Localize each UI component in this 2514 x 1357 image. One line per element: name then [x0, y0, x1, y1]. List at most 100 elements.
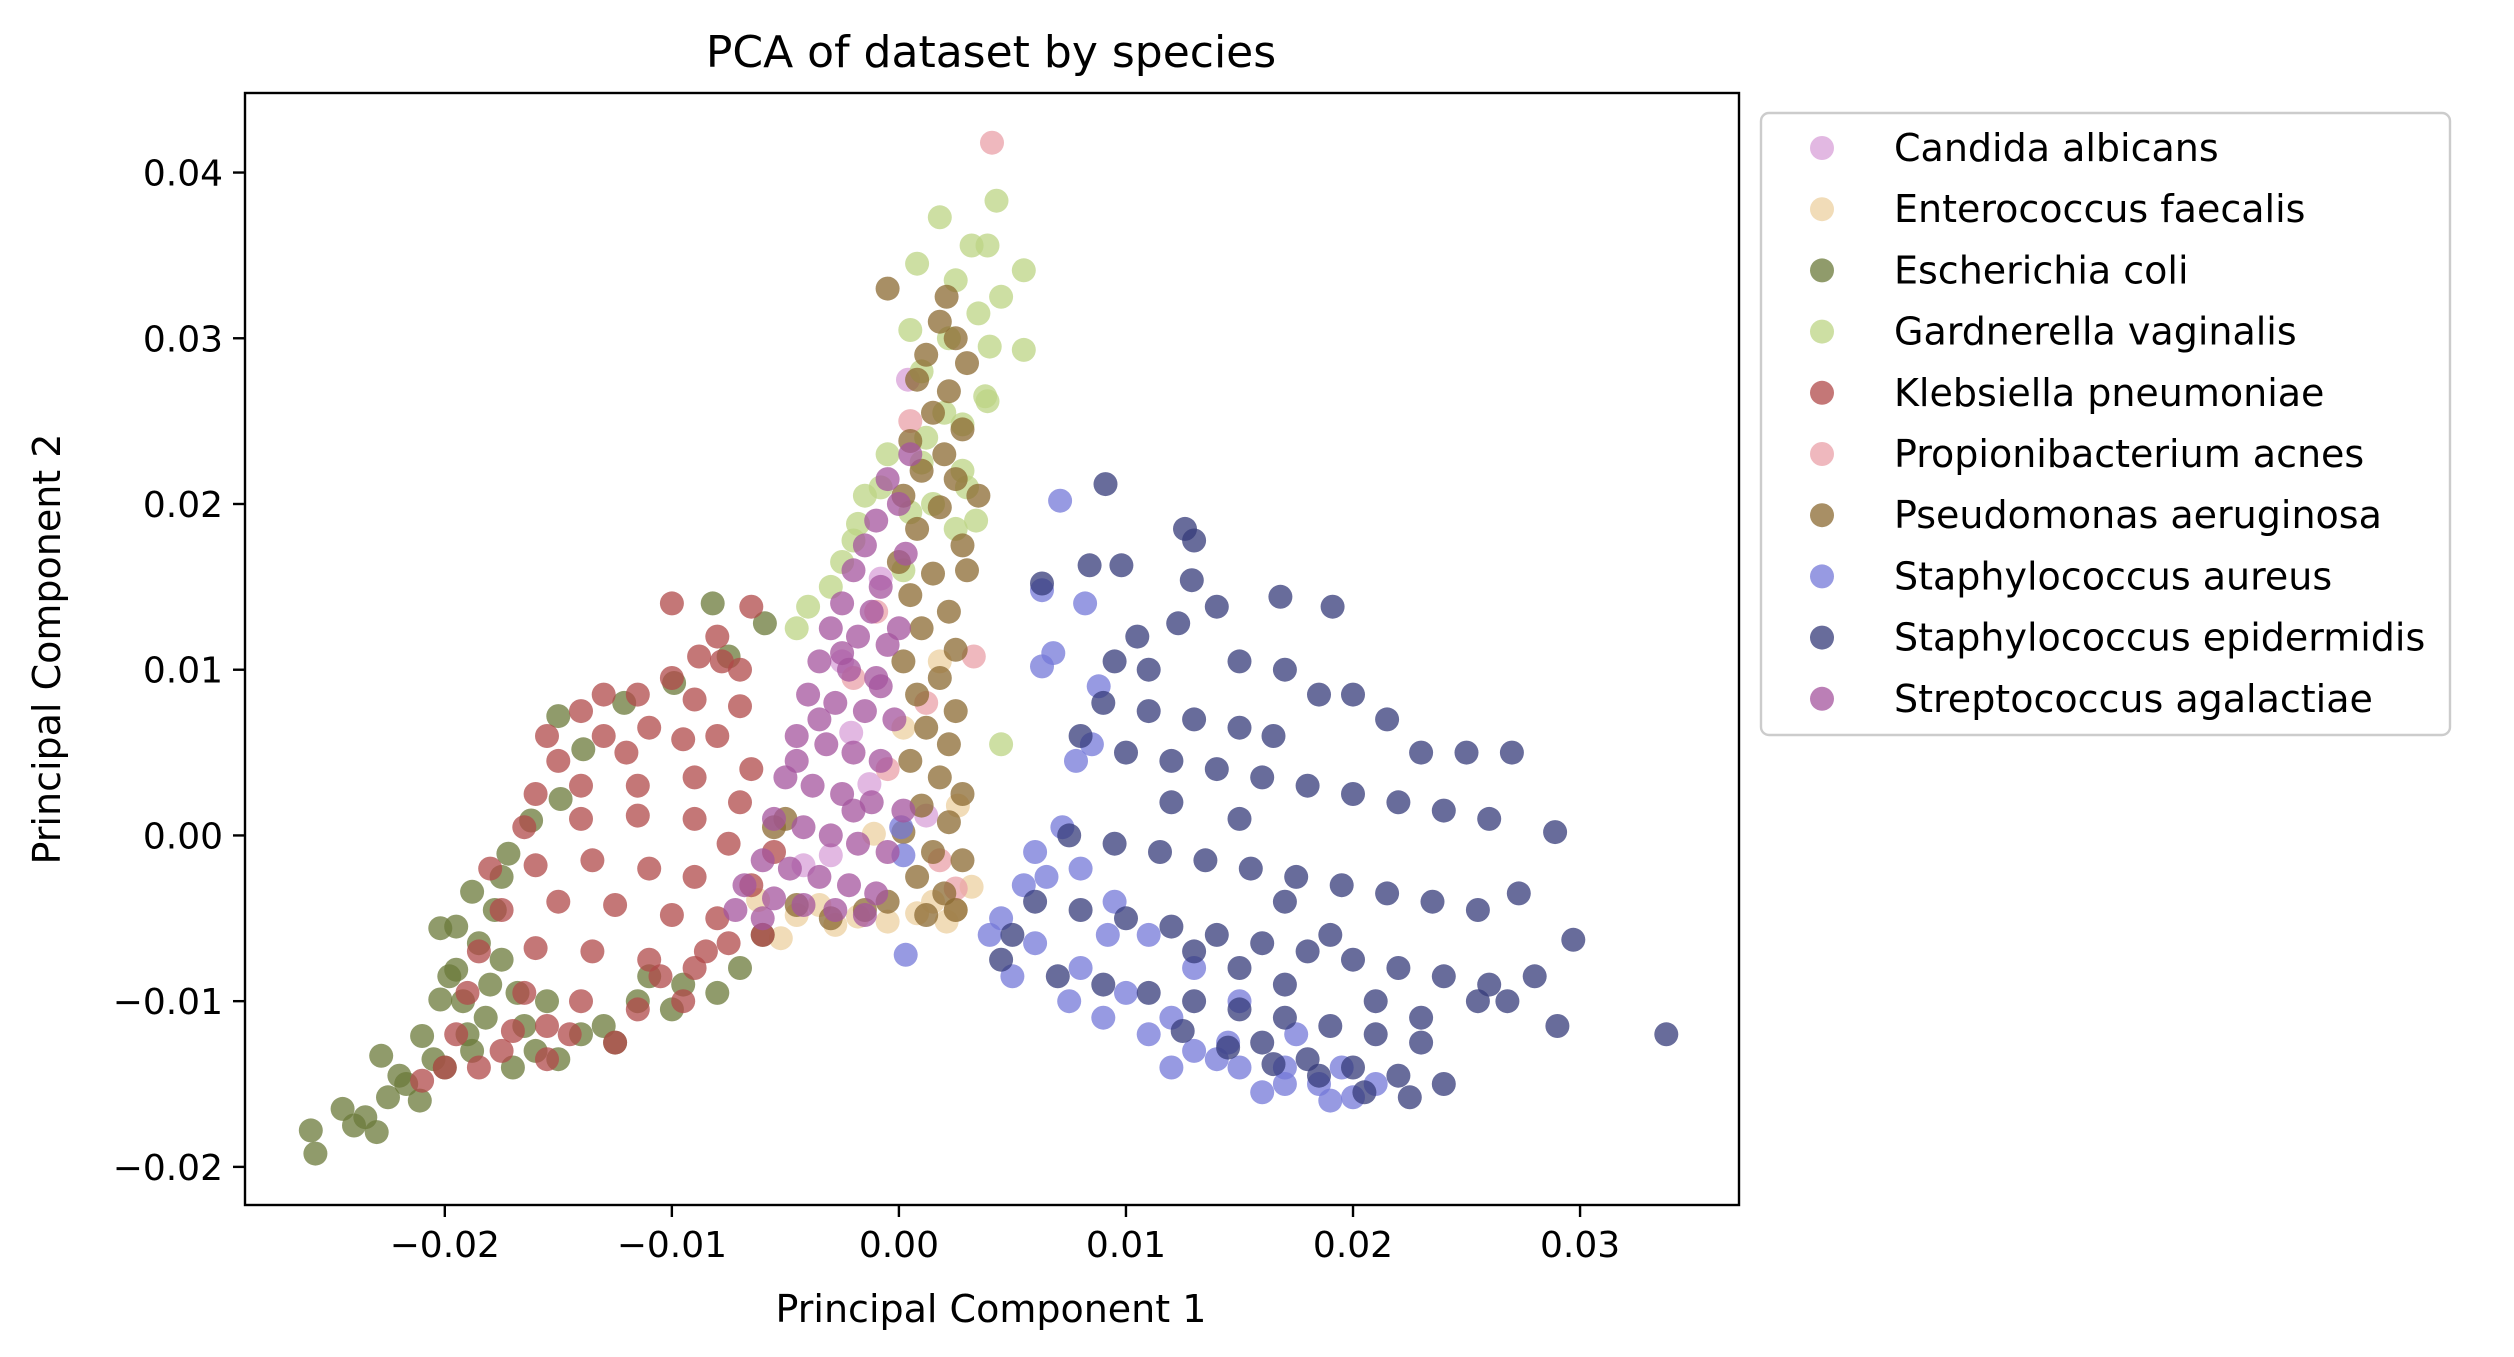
data-point [955, 558, 979, 583]
data-point [1057, 823, 1082, 848]
legend-label: Klebsiella pneumoniae [1894, 371, 2324, 415]
data-point [927, 309, 952, 334]
data-point [796, 594, 821, 619]
data-point [868, 748, 893, 773]
data-point [807, 649, 832, 674]
data-point [857, 772, 882, 797]
data-point [1431, 964, 1456, 989]
data-point [975, 233, 1000, 258]
data-point [478, 856, 503, 881]
data-point [934, 284, 959, 309]
y-tick-label: 0.01 [143, 651, 223, 692]
data-point [739, 594, 764, 619]
data-point [955, 351, 979, 376]
data-point [1159, 914, 1184, 939]
data-point [444, 914, 469, 939]
data-point [936, 810, 961, 835]
data-point [943, 699, 968, 724]
data-point [977, 334, 1002, 359]
data-point [432, 1055, 457, 1080]
data-point [1068, 724, 1093, 748]
data-point [830, 591, 855, 616]
data-point [905, 516, 930, 541]
data-point [569, 773, 593, 798]
data-point [1064, 748, 1088, 773]
data-point [1030, 654, 1054, 679]
data-point [989, 732, 1014, 757]
data-point [614, 740, 639, 765]
y-axis-label: Principal Component 2 [25, 434, 69, 865]
data-point [980, 130, 1004, 155]
data-point [868, 674, 893, 699]
data-point [852, 699, 877, 724]
data-point [784, 748, 809, 773]
data-point [1261, 724, 1286, 748]
data-point [496, 841, 521, 866]
data-point [1077, 553, 1102, 578]
series-7 [889, 488, 1388, 1113]
data-point [893, 541, 918, 566]
data-point [909, 616, 934, 641]
data-point [1363, 989, 1388, 1014]
data-point [1477, 806, 1502, 831]
data-point [1375, 881, 1400, 906]
data-point [852, 533, 877, 558]
data-point [1261, 1052, 1286, 1077]
data-point [580, 939, 605, 964]
data-point [1272, 889, 1297, 914]
legend-label: Gardnerella vaginalis [1894, 310, 2297, 354]
legend-marker [1810, 442, 1834, 466]
data-point [1182, 1038, 1207, 1063]
data-point [859, 790, 884, 815]
data-point [927, 666, 952, 690]
data-point [1182, 956, 1207, 980]
data-point [750, 906, 775, 931]
data-point [407, 1088, 432, 1113]
data-point [569, 699, 593, 724]
data-point [1386, 790, 1411, 815]
data-point [700, 591, 725, 616]
data-point [841, 558, 866, 583]
data-point [682, 806, 707, 831]
data-point [1318, 1014, 1343, 1038]
data-point [1250, 1080, 1275, 1105]
data-point [964, 508, 989, 533]
data-point [1465, 989, 1490, 1014]
data-point [571, 737, 596, 762]
legend-marker [1810, 197, 1834, 222]
data-point [1011, 258, 1036, 283]
data-point [1068, 856, 1093, 881]
data-point [369, 1043, 394, 1068]
x-tick-label: 0.03 [1540, 1225, 1620, 1266]
legend-marker [1810, 686, 1834, 711]
data-point [961, 644, 986, 669]
data-point [750, 922, 775, 947]
data-point [1363, 1022, 1388, 1047]
data-point [705, 724, 730, 748]
data-point [1193, 848, 1218, 873]
data-point [1095, 922, 1120, 947]
data-point [1227, 806, 1252, 831]
data-point [535, 1047, 559, 1072]
data-point [852, 903, 877, 927]
x-tick-label: 0.00 [859, 1225, 939, 1266]
data-point [460, 879, 485, 904]
data-point [1543, 820, 1568, 845]
data-point [1352, 1080, 1377, 1105]
y-tick-label: 0.03 [143, 319, 223, 360]
data-point [914, 903, 939, 927]
data-point [927, 495, 952, 520]
data-point [823, 690, 848, 715]
data-point [921, 561, 945, 586]
data-point [489, 947, 514, 972]
data-point [1204, 922, 1229, 947]
data-point [905, 367, 930, 392]
data-point [444, 1022, 469, 1047]
data-point [728, 956, 752, 980]
data-point [1204, 594, 1229, 619]
data-point [898, 442, 923, 467]
data-point [927, 205, 952, 230]
data-point [1000, 922, 1025, 947]
data-point [814, 732, 839, 757]
